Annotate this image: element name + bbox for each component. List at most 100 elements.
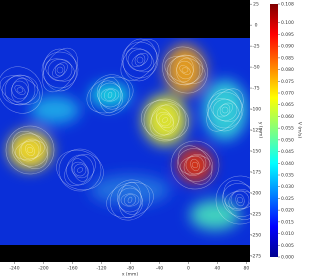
streamline bbox=[45, 58, 75, 82]
streamline bbox=[109, 179, 151, 221]
streamline bbox=[97, 82, 123, 108]
streamline bbox=[90, 74, 130, 116]
streamline bbox=[170, 140, 220, 190]
streamline bbox=[164, 56, 206, 84]
streamline bbox=[98, 76, 122, 114]
colorbar-tick-label: 0.020 bbox=[281, 208, 294, 214]
x-tick-label: -160 bbox=[67, 266, 77, 272]
streamline bbox=[71, 161, 89, 179]
streamline bbox=[66, 154, 94, 186]
streamline bbox=[11, 80, 29, 100]
streamline bbox=[206, 88, 244, 132]
streamline bbox=[176, 60, 194, 80]
streamline bbox=[131, 53, 149, 67]
streamline bbox=[166, 55, 204, 85]
colorbar bbox=[270, 4, 278, 257]
streamline bbox=[125, 47, 155, 73]
streamline bbox=[0, 66, 43, 114]
y-tick-label: -200 bbox=[251, 190, 261, 196]
streamline bbox=[230, 190, 250, 210]
streamline bbox=[106, 182, 154, 218]
streamline bbox=[185, 155, 205, 175]
streamline bbox=[149, 103, 181, 137]
x-tick-label: 40 bbox=[215, 266, 221, 272]
colorbar-tick-label: 0.050 bbox=[281, 137, 294, 143]
y-tick-label: -125 bbox=[251, 128, 261, 134]
streamline bbox=[181, 67, 189, 73]
streamline bbox=[127, 196, 133, 204]
colorbar-tick-label: 0.000 bbox=[281, 255, 294, 261]
streamline bbox=[5, 125, 55, 175]
y-tick-label: 0 bbox=[255, 23, 258, 29]
colorbar-tick-label: 0.075 bbox=[281, 79, 294, 85]
colorbar-tick-label: 0.040 bbox=[281, 161, 294, 167]
streamline bbox=[121, 41, 159, 79]
streamline bbox=[134, 53, 146, 67]
streamline bbox=[235, 193, 245, 207]
streamline bbox=[158, 113, 172, 127]
streamline bbox=[222, 183, 250, 217]
streamline bbox=[210, 98, 240, 122]
field bbox=[0, 38, 250, 245]
chart: x (mm) y (mm) V (m/s) -240 -200 -160 -120 -8… bbox=[0, 0, 303, 278]
streamline bbox=[11, 77, 29, 103]
streamline bbox=[120, 193, 140, 207]
streamline bbox=[136, 56, 144, 64]
y-tick-label: -150 bbox=[251, 148, 261, 154]
streamline bbox=[42, 48, 78, 92]
streamline bbox=[156, 108, 174, 132]
colorbar-tick-label: 0.025 bbox=[281, 196, 294, 202]
colorbar-tick-label: 0.005 bbox=[281, 243, 294, 249]
streamline bbox=[212, 98, 238, 122]
streamline bbox=[228, 189, 250, 211]
x-tick-label: -240 bbox=[9, 266, 19, 272]
streamline bbox=[107, 91, 113, 99]
streamline bbox=[162, 46, 208, 94]
colorbar-tick-label: 0.015 bbox=[281, 219, 294, 225]
streamline bbox=[176, 57, 194, 83]
streamline bbox=[151, 104, 179, 136]
x-tick-label: -40 bbox=[156, 266, 163, 272]
streamline bbox=[58, 148, 102, 192]
streamline bbox=[52, 62, 68, 78]
y-tick-label: -275 bbox=[251, 253, 261, 259]
streamline bbox=[117, 185, 143, 215]
streamline bbox=[191, 161, 199, 169]
streamline bbox=[26, 146, 34, 154]
streamline bbox=[54, 63, 66, 77]
colorbar-tick-label: 0.070 bbox=[281, 91, 294, 97]
streamline bbox=[179, 65, 191, 75]
streamline bbox=[14, 85, 26, 95]
y-axis-label: y (mm) bbox=[258, 122, 264, 139]
streamline bbox=[117, 187, 143, 213]
streamline bbox=[86, 76, 134, 114]
streamline bbox=[103, 89, 117, 101]
x-tick-label: 0 bbox=[187, 266, 190, 272]
streamline bbox=[0, 75, 41, 105]
streamline bbox=[20, 140, 40, 160]
streamline bbox=[143, 98, 187, 142]
colorbar-tick-label: 0.035 bbox=[281, 173, 294, 179]
y-tick-label: 25 bbox=[253, 2, 259, 8]
colorbar-tick-label: 0.108 bbox=[281, 2, 294, 8]
streamline bbox=[118, 181, 142, 219]
x-tick-label: -80 bbox=[127, 266, 134, 272]
streamline bbox=[25, 144, 35, 156]
streamline bbox=[42, 47, 78, 93]
streamline bbox=[216, 102, 234, 118]
streamline bbox=[12, 130, 48, 170]
streamline bbox=[15, 140, 45, 160]
colorbar-tick-label: 0.080 bbox=[281, 67, 294, 73]
streamline bbox=[71, 158, 89, 182]
streamline bbox=[120, 39, 160, 81]
streamline bbox=[4, 74, 36, 106]
colorbar-tick-label: 0.045 bbox=[281, 149, 294, 155]
streamline bbox=[207, 88, 243, 132]
streamline bbox=[16, 87, 24, 93]
streamline bbox=[206, 91, 244, 129]
streamline bbox=[123, 194, 137, 206]
colorbar-label: V (m/s) bbox=[297, 122, 303, 139]
streamline bbox=[190, 158, 200, 172]
streamline bbox=[221, 106, 229, 114]
y-tick-label: -100 bbox=[251, 107, 261, 113]
